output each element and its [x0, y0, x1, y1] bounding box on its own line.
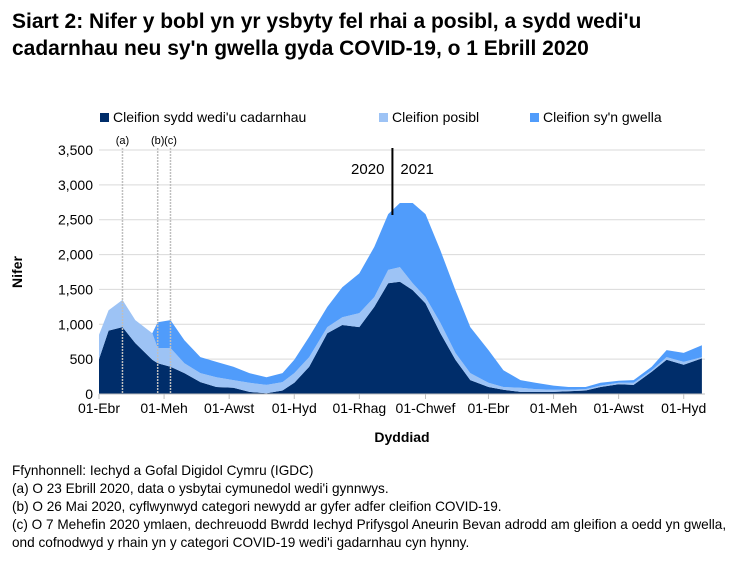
x-tick-label: 01-Awst: [204, 400, 254, 416]
footnotes: Ffynhonnell: Iechyd a Gofal Digidol Cymr…: [12, 462, 727, 552]
plot-area: (a) (b) (c) 2020 2021 0 500 1,000 1,500 2,000 2,50…: [9, 135, 706, 445]
legend-item-suspected: Cleifion posibl: [379, 109, 479, 125]
legend-label: Cleifion sydd wedi'u cadarnhau: [113, 109, 307, 125]
y-tick-label: 3,500: [58, 142, 93, 158]
legend-swatch: [530, 112, 539, 122]
x-tick-label: 01-Awst: [593, 400, 643, 416]
y-tick-label: 1,500: [58, 281, 93, 297]
legend-swatch: [379, 112, 388, 122]
x-tick-label: 01-Rhag: [332, 400, 386, 416]
footnote-a: (a) O 23 Ebrill 2020, data o ysbytai cym…: [12, 481, 389, 496]
legend-label: Cleifion posibl: [392, 109, 480, 125]
year-label-2021: 2021: [400, 161, 433, 178]
footnote-b: (b) O 26 Mai 2020, cyflwynwyd categori n…: [12, 499, 502, 514]
y-axis-label: Nifer: [9, 256, 25, 288]
annotation-label: (c): [164, 135, 177, 147]
annotation-label: (a): [116, 135, 129, 147]
legend-label: Cleifion sy'n gwella: [543, 109, 662, 125]
y-tick-label: 1,000: [58, 316, 93, 332]
y-tick-label: 0: [85, 386, 93, 402]
x-tick-label: 01-Meh: [530, 400, 577, 416]
annotation-label: (b): [151, 135, 164, 147]
legend-item-recovering: Cleifion sy'n gwella: [530, 109, 662, 125]
year-label-2020: 2020: [351, 161, 384, 178]
x-axis-label: Dyddiad: [374, 429, 429, 445]
area-series-3: [99, 203, 702, 390]
legend-item-confirmed: Cleifion sydd wedi'u cadarnhau: [100, 109, 306, 125]
y-tick-label: 3,000: [58, 177, 93, 193]
source-note: Ffynhonnell: Iechyd a Gofal Digidol Cymr…: [12, 463, 314, 478]
x-tick-label: 01-Meh: [140, 400, 187, 416]
x-tick-label: 01-Chwef: [396, 400, 456, 416]
y-tick-label: 2,000: [58, 247, 93, 263]
x-tick-label: 01-Hyd: [272, 400, 317, 416]
chart-title: Siart 2: Nifer y bobl yn yr ysbyty fel r…: [12, 10, 642, 60]
footnote-c: (c) O 7 Mehefin 2020 ymlaen, dechreuodd …: [12, 517, 727, 550]
y-tick-label: 2,500: [58, 212, 93, 228]
x-tick-label: 01-Ebr: [78, 400, 120, 416]
x-tick-label: 01-Hyd: [661, 400, 706, 416]
legend-swatch: [100, 112, 109, 122]
area-series-1: [99, 281, 702, 394]
y-tick-label: 500: [70, 351, 94, 367]
x-tick-label: 01-Ebr: [467, 400, 509, 416]
